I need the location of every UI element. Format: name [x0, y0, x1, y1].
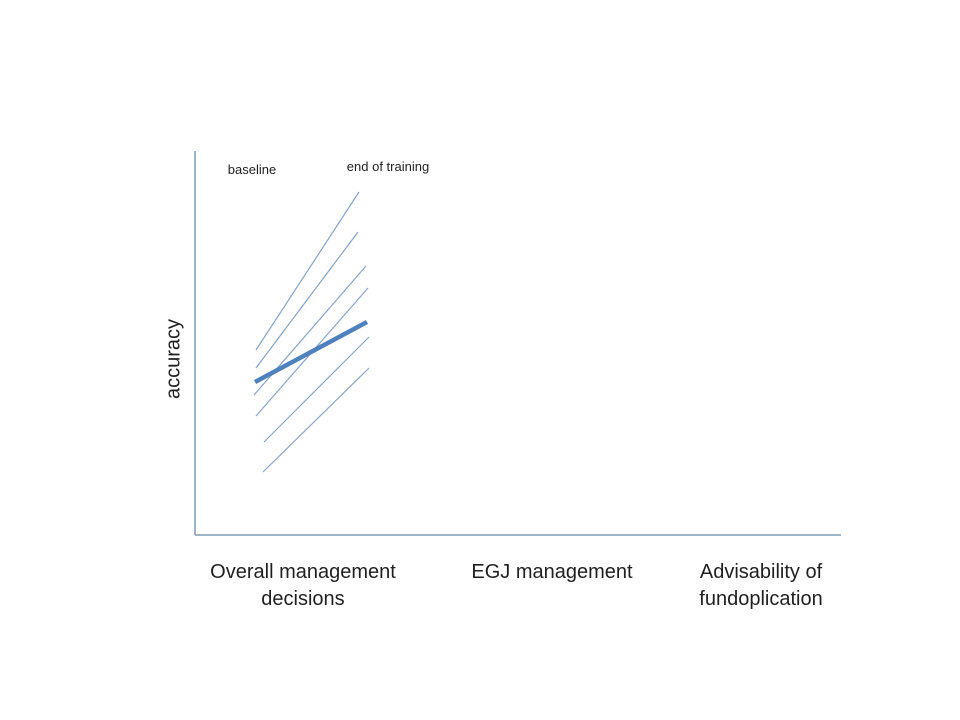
y-axis-label: accuracy	[162, 318, 185, 400]
x-category-label-advisability-fundoplication: Advisability of fundoplication	[699, 561, 823, 610]
x-category-label-egj-management: EGJ management	[471, 561, 633, 583]
emphasis-slope-line	[253, 320, 369, 384]
individual-slope-line	[255, 231, 359, 369]
column-label-baseline: baseline	[227, 162, 277, 177]
individual-slope-line	[263, 336, 370, 443]
individual-slope-line	[255, 191, 360, 351]
column-label-end-of-training: end of training	[346, 159, 430, 174]
x-category-label-overall-management: Overall management decisions	[210, 561, 396, 610]
individual-slope-line	[262, 367, 370, 473]
